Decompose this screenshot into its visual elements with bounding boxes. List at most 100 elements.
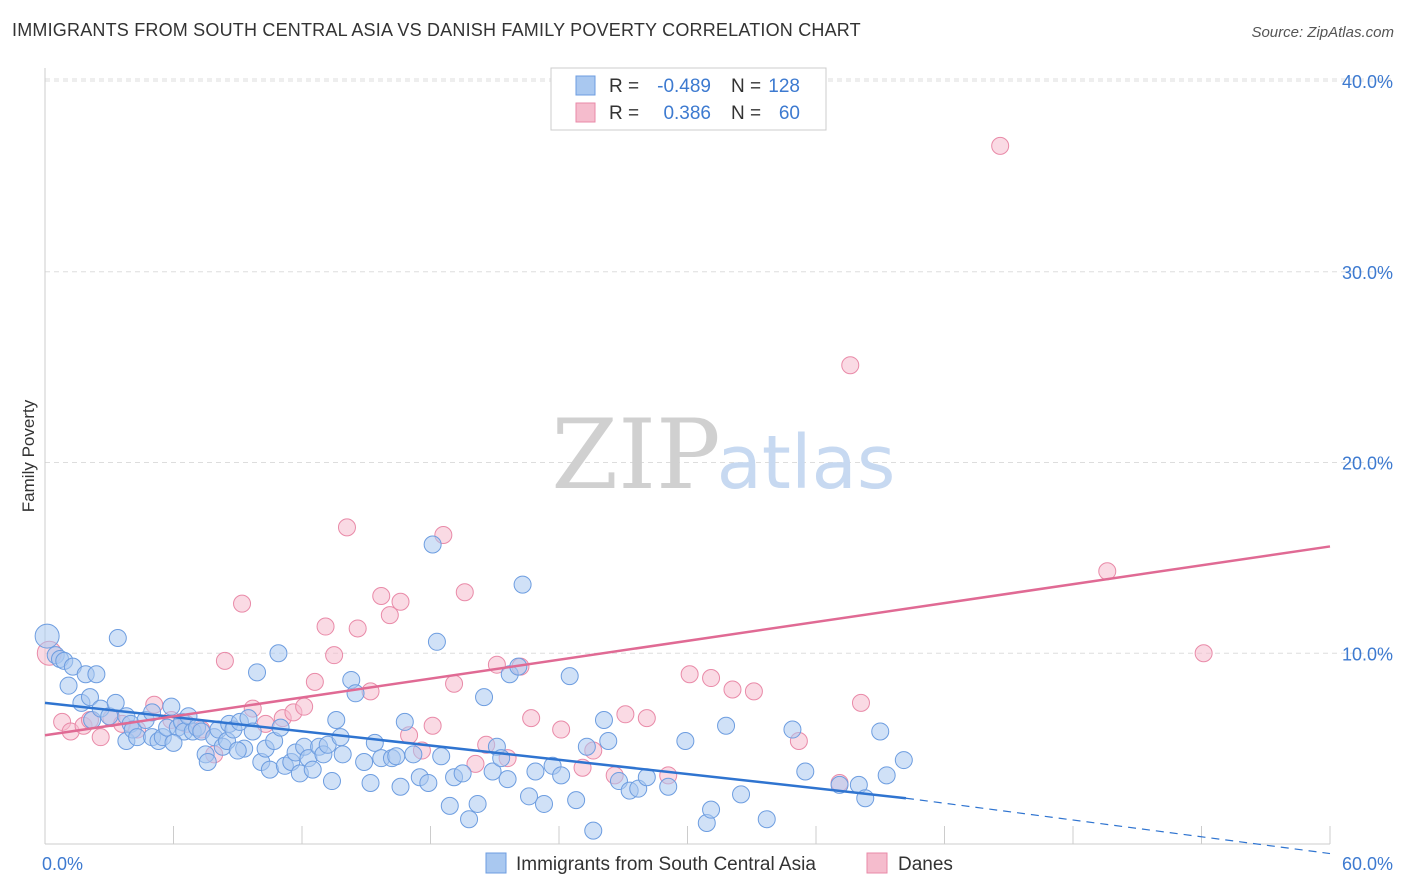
x-tick-labels: 0.0% 60.0%	[42, 854, 1393, 874]
immigrants-point-81	[440, 796, 459, 815]
immigrants-point-92	[513, 575, 532, 594]
source-label: Source: ZipAtlas.com	[1251, 24, 1394, 41]
danes-point-57	[991, 136, 1010, 155]
immigrants-point-35	[198, 752, 217, 771]
danes-point-55	[841, 356, 860, 375]
immigrants-point-46	[248, 663, 267, 682]
series-legend: Immigrants from South Central Asia Danes	[485, 852, 953, 875]
immigrants-point-103	[599, 731, 618, 750]
immigrants-point-120	[871, 722, 890, 741]
legend-r-value-pink: 0.386	[663, 103, 711, 124]
axes	[44, 68, 1331, 845]
legend-n-value-pink: 60	[779, 103, 800, 124]
immigrants-point-121	[877, 766, 896, 785]
immigrants-point-68	[355, 752, 374, 771]
immigrants-point-94	[526, 762, 545, 781]
immigrants-point-75	[404, 745, 423, 764]
danes-point-21	[305, 672, 324, 691]
immigrants-point-63	[322, 772, 341, 791]
immigrants-trendline-extension	[905, 797, 1331, 855]
immigrants-point-111	[702, 800, 721, 819]
danes-point-28	[380, 606, 399, 625]
legend-r-label-blue: R =	[609, 76, 639, 97]
danes-point-35	[455, 583, 474, 602]
immigrants-point-83	[453, 764, 472, 783]
immigrants-point-102	[594, 711, 613, 730]
immigrants-point-26	[162, 697, 181, 716]
immigrants-point-117	[830, 775, 849, 794]
danes-point-15	[233, 594, 252, 613]
chart-title: IMMIGRANTS FROM SOUTH CENTRAL ASIA VS DA…	[12, 20, 861, 40]
immigrants-point-112	[717, 716, 736, 735]
immigrants-point-51	[269, 644, 288, 663]
immigrants-point-14	[108, 628, 127, 647]
y-tick-labels: 10.0% 20.0% 30.0% 40.0%	[1342, 72, 1393, 664]
danes-point-32	[423, 716, 442, 735]
legend-pink-swatch	[575, 102, 596, 123]
immigrants-point-84	[460, 810, 479, 829]
immigrants-point-22	[143, 703, 162, 722]
immigrants-point-115	[783, 720, 802, 739]
immigrants-point-80	[432, 747, 451, 766]
immigrants-point-97	[552, 766, 571, 785]
immigrants-point-116	[796, 762, 815, 781]
immigrants-point-123	[498, 770, 517, 789]
y-tick-label-0: 10.0%	[1342, 644, 1393, 664]
series-legend-blue-swatch	[485, 852, 507, 874]
danes-point-24	[337, 518, 356, 537]
immigrants-point-109	[676, 731, 695, 750]
immigrants-point-100	[577, 737, 596, 756]
immigrants-point-98	[560, 667, 579, 686]
immigrants-point-70	[365, 733, 384, 752]
danes-point-14	[215, 651, 234, 670]
danes-point-25	[348, 619, 367, 638]
immigrants-point-74	[395, 712, 414, 731]
legend-n-label-pink: N =	[731, 103, 761, 124]
immigrants-point-108	[659, 777, 678, 796]
series-legend-pink-label: Danes	[898, 854, 953, 875]
immigrants-point-64	[327, 711, 346, 730]
y-tick-label-3: 40.0%	[1342, 72, 1393, 92]
watermark-atlas: atlas	[717, 420, 896, 506]
x-tick-label-max: 60.0%	[1342, 854, 1393, 874]
immigrants-point-4	[59, 676, 78, 695]
immigrants-point-113	[732, 785, 751, 804]
immigrants-point-73	[391, 777, 410, 796]
danes-point-56	[851, 693, 870, 712]
immigrants-point-59	[303, 760, 322, 779]
immigrants-point-65	[333, 745, 352, 764]
danes-point-20	[295, 697, 314, 716]
danes-point-59	[1194, 644, 1213, 663]
immigrants-point-93	[520, 787, 539, 806]
danes-point-27	[372, 587, 391, 606]
immigrants-point-126	[164, 733, 183, 752]
immigrants-point-77	[419, 773, 438, 792]
series-legend-blue-label: Immigrants from South Central Asia	[516, 854, 816, 875]
immigrants-point-79	[427, 632, 446, 651]
immigrants-points	[34, 535, 913, 840]
series-legend-pink-swatch	[866, 852, 888, 874]
immigrants-point-87	[483, 762, 502, 781]
danes-point-49	[680, 665, 699, 684]
immigrants-point-49	[260, 760, 279, 779]
legend-r-label-pink: R =	[609, 103, 639, 124]
danes-point-41	[522, 709, 541, 728]
danes-point-23	[325, 646, 344, 665]
immigrants-point-125	[228, 741, 247, 760]
legend-n-label-blue: N =	[731, 76, 761, 97]
immigrants-trendline	[44, 701, 907, 800]
immigrants-point-85	[468, 794, 487, 813]
danes-point-47	[637, 709, 656, 728]
danes-point-52	[744, 682, 763, 701]
legend-blue-swatch	[575, 75, 596, 96]
immigrants-point-19	[128, 728, 147, 747]
y-tick-label-1: 20.0%	[1342, 454, 1393, 474]
immigrants-point-67	[346, 684, 365, 703]
immigrants-point-95	[535, 794, 554, 813]
immigrants-point-86	[475, 688, 494, 707]
watermark: ZIP atlas	[551, 399, 895, 511]
correlation-legend: R = -0.489 N = 128 R = 0.386 N = 60	[550, 67, 827, 131]
legend-r-value-blue: -0.489	[657, 76, 711, 97]
immigrants-point-0	[34, 623, 60, 649]
